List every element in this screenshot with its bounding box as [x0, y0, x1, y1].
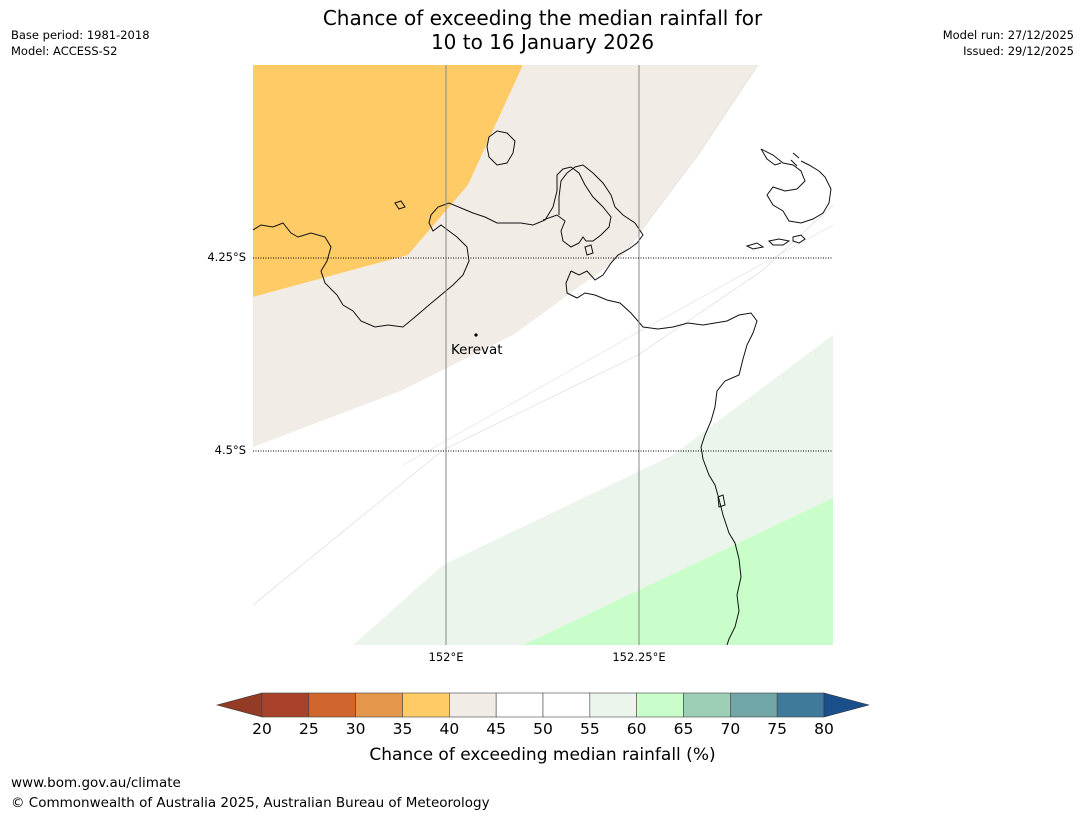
zone-35-40 — [253, 65, 523, 297]
place-label-kerevat: Kerevat — [451, 342, 503, 358]
colorbar-cell — [730, 692, 778, 718]
issued-text: Issued: 29/12/2025 — [963, 44, 1074, 58]
island-small-ne-2 — [767, 238, 791, 246]
kerevat-marker — [474, 333, 478, 337]
contour-line — [253, 204, 833, 606]
colorbar-tick-label: 75 — [767, 720, 788, 738]
colorbar-cells — [261, 692, 825, 718]
map-panel — [253, 65, 833, 645]
coastline-east-shore — [558, 164, 644, 281]
colorbar-cell — [449, 692, 497, 718]
colorbar-cell — [402, 692, 450, 718]
meta-left: Base period: 1981-2018 Model: ACCESS-S2 — [11, 27, 150, 59]
colorbar-cell — [355, 692, 403, 718]
zone-55-60 — [353, 335, 833, 645]
colorbar-cell — [589, 692, 637, 718]
colorbar — [216, 692, 870, 718]
zone-40-45 — [253, 65, 758, 447]
colorbar-tick-label: 65 — [673, 720, 694, 738]
colorbar-under-triangle — [216, 692, 263, 718]
contour-line — [622, 65, 759, 256]
colorbar-tick-label: 80 — [814, 720, 834, 738]
colorbar-cell — [308, 692, 356, 718]
footer-copyright: © Commonwealth of Australia 2025, Austra… — [11, 795, 490, 811]
contour-line — [402, 224, 833, 466]
lon-label-152-25e: 152.25°E — [612, 650, 666, 664]
island-small-ne-3 — [792, 234, 806, 244]
colorbar-over-triangle — [823, 692, 870, 718]
map-title: Chance of exceeding the median rainfall … — [0, 6, 1085, 54]
colorbar-cell — [261, 692, 310, 718]
model-text: Model: ACCESS-S2 — [11, 44, 118, 58]
lat-label-4-5s: 4.5°S — [214, 443, 246, 457]
island-small-1 — [394, 200, 406, 210]
colorbar-cell — [542, 692, 591, 718]
coastline-northeast-islands — [760, 148, 832, 224]
map-title-line1: Chance of exceeding the median rainfall … — [322, 6, 763, 30]
footer-url: www.bom.gov.au/climate — [11, 775, 181, 791]
island-small-3 — [717, 494, 726, 508]
colorbar-tick-label: 70 — [720, 720, 741, 738]
model-run-text: Model run: 27/12/2025 — [942, 28, 1074, 42]
base-period-text: Base period: 1981-2018 — [11, 28, 150, 42]
zone-60-65 — [523, 498, 833, 645]
island-small-ne-1 — [745, 242, 765, 250]
colorbar-cell — [776, 692, 825, 718]
colorbar-cell — [683, 692, 731, 718]
colorbar-tick-label: 35 — [392, 720, 413, 738]
colorbar-tick-label: 60 — [626, 720, 647, 738]
colorbar-label: Chance of exceeding median rainfall (%) — [369, 745, 716, 765]
colorbar-tick-label: 25 — [298, 720, 319, 738]
colorbar-tick-label: 45 — [486, 720, 507, 738]
map-svg — [253, 65, 833, 645]
lat-label-4-25s: 4.25°S — [207, 250, 246, 264]
colorbar-tick-label: 20 — [252, 720, 272, 738]
colorbar-cell — [495, 692, 544, 718]
island-north — [486, 130, 516, 166]
colorbar-tick-label: 55 — [579, 720, 600, 738]
map-title-line2: 10 to 16 January 2026 — [430, 30, 655, 54]
colorbar-tick-label: 30 — [345, 720, 366, 738]
meta-right: Model run: 27/12/2025 Issued: 29/12/2025 — [943, 27, 1074, 59]
coastline-gazelle-peninsula — [253, 166, 758, 645]
lon-label-152e: 152°E — [428, 650, 464, 664]
colorbar-tick-label: 50 — [533, 720, 553, 738]
colorbar-cell — [636, 692, 684, 718]
island-small-2 — [584, 244, 594, 256]
colorbar-tick-label: 40 — [439, 720, 460, 738]
